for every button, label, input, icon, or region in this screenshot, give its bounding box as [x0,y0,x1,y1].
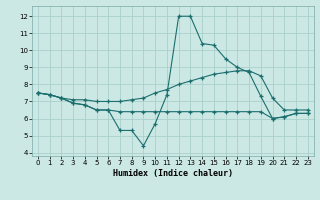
X-axis label: Humidex (Indice chaleur): Humidex (Indice chaleur) [113,169,233,178]
